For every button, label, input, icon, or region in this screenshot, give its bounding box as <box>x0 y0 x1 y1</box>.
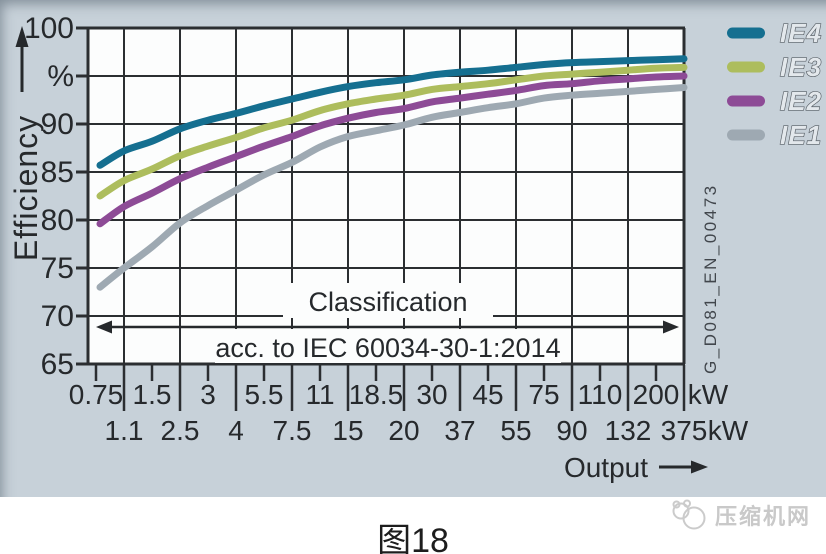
x-tick-label-row1: 3 <box>200 379 216 410</box>
y-axis-title-group: Efficiency <box>8 26 44 261</box>
x-tick-label-row2: 1.1 <box>105 415 144 446</box>
legend-label-ie1: IE1 <box>780 120 822 150</box>
curve-ie2 <box>96 72 688 228</box>
y-tick-labels: 100% 90 85 80 75 70 65 <box>24 12 74 381</box>
x-unit-row2: kW <box>708 415 749 446</box>
x-tick-label-row1: 30 <box>416 379 447 410</box>
panda-logo-icon <box>672 499 706 530</box>
x-tick-label-row1: 11 <box>305 379 334 410</box>
figure-caption: 图18 <box>377 522 449 554</box>
x-tick-label-row2: 2.5 <box>161 415 200 446</box>
legend-swatch-ie1 <box>727 129 765 141</box>
x-tick-label-row1: 45 <box>472 379 503 410</box>
classification-label-box <box>283 283 493 318</box>
legend-swatch-ie2 <box>727 95 765 107</box>
figure-code: G_D081_EN_00473 <box>701 183 720 374</box>
curve-ie3 <box>96 63 688 200</box>
legend: IE4 IE3 IE2 IE1 <box>727 17 822 151</box>
legend-label-ie3: IE3 <box>780 52 822 82</box>
x-tick-label-row1: 110 <box>578 379 623 410</box>
x-tick-label-row2: 20 <box>388 415 419 446</box>
legend-swatch-ie4 <box>727 27 765 39</box>
iec-label-box <box>215 329 561 363</box>
y-tick-label: 70 <box>41 300 74 333</box>
y-tick-label: 85 <box>41 156 74 189</box>
legend-swatch-ie3 <box>727 61 765 73</box>
x-tick-label-row2: 55 <box>500 415 531 446</box>
chart-panel: 100% 90 85 80 75 70 65 0.75 1.1 1.5 2.5 3 4 5.5 7.5 11… <box>0 0 826 497</box>
y-tick-label: 80 <box>41 204 74 237</box>
tick-layer <box>76 26 686 411</box>
y-tick-label: 75 <box>41 252 74 285</box>
y-tick-label: 100 <box>24 12 74 45</box>
x-tick-label-row1: 200 <box>633 379 680 410</box>
x-tick-label-row2: 37 <box>444 415 475 446</box>
curve-ie1 <box>96 84 688 291</box>
x-tick-label-row2: 7.5 <box>273 415 312 446</box>
x-tick-label-row1: 0.75 <box>69 379 124 410</box>
x-axis-title: Output <box>564 452 648 483</box>
x-tick-label-row1: 1.5 <box>133 379 172 410</box>
x-tick-label-row2: 90 <box>556 415 587 446</box>
x-axis-arrow-icon <box>659 460 708 474</box>
y-tick-label: 65 <box>41 348 74 381</box>
curves-layer <box>96 55 688 291</box>
x-unit-row1: kW <box>688 379 729 410</box>
x-tick-label-row2: 4 <box>228 415 244 446</box>
y-axis-title: Efficiency <box>8 115 44 261</box>
watermark: 压缩机网 <box>670 498 811 532</box>
x-tick-label-row2: 375 <box>661 415 708 446</box>
x-tick-label-row2: 132 <box>605 415 652 446</box>
x-axis-title-group: Output <box>564 452 708 483</box>
classification-range-arrow-icon <box>96 320 679 334</box>
x-tick-label-row2: 15 <box>332 415 363 446</box>
legend-label-ie2: IE2 <box>780 86 822 116</box>
y-tick-label: 90 <box>41 108 74 141</box>
curve-ie4 <box>96 55 688 169</box>
classification-label: Classification <box>308 287 467 317</box>
classification-annotation: Classification acc. to IEC 60034-30-1:20… <box>96 283 679 363</box>
iec-standard-label: acc. to IEC 60034-30-1:2014 <box>215 333 560 363</box>
x-tick-label-row1: 75 <box>528 379 559 410</box>
x-tick-label-row1: 18.5 <box>349 379 404 410</box>
y-tick-label: % <box>47 60 74 93</box>
x-tick-label-row1: 5.5 <box>245 379 284 410</box>
y-axis-arrow-icon <box>15 26 29 92</box>
legend-label-ie4: IE4 <box>780 18 822 48</box>
watermark-text: 压缩机网 <box>715 504 812 529</box>
